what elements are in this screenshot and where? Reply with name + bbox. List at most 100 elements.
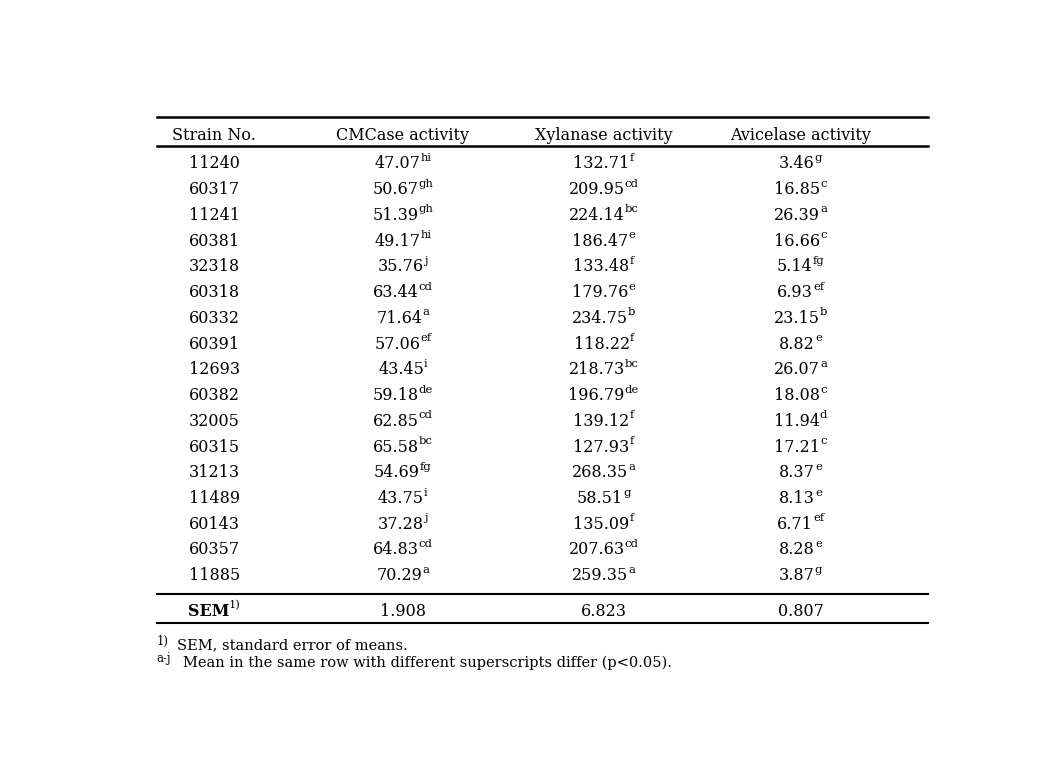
Text: 207.63: 207.63 — [568, 541, 625, 559]
Text: 8.37: 8.37 — [779, 464, 815, 481]
Text: 1): 1) — [157, 635, 169, 648]
Text: 234.75: 234.75 — [572, 310, 628, 327]
Text: cd: cd — [419, 410, 433, 420]
Text: Avicelase activity: Avicelase activity — [730, 127, 871, 144]
Text: 127.93: 127.93 — [573, 439, 630, 455]
Text: 57.06: 57.06 — [375, 335, 420, 353]
Text: 11241: 11241 — [188, 207, 240, 223]
Text: j: j — [424, 514, 427, 524]
Text: Strain No.: Strain No. — [172, 127, 256, 144]
Text: g: g — [815, 153, 822, 163]
Text: c: c — [820, 385, 826, 394]
Text: ef: ef — [813, 514, 824, 524]
Text: 43.75: 43.75 — [378, 490, 424, 507]
Text: a: a — [820, 359, 827, 369]
Text: 209.95: 209.95 — [568, 181, 625, 198]
Text: d: d — [820, 410, 827, 420]
Text: 8.28: 8.28 — [779, 541, 815, 559]
Text: 35.76: 35.76 — [378, 258, 424, 275]
Text: gh: gh — [419, 204, 434, 214]
Text: fg: fg — [420, 462, 432, 472]
Text: 51.39: 51.39 — [372, 207, 419, 223]
Text: 196.79: 196.79 — [568, 387, 624, 404]
Text: fg: fg — [813, 256, 824, 266]
Text: f: f — [630, 256, 634, 266]
Text: 60318: 60318 — [188, 284, 240, 301]
Text: 259.35: 259.35 — [572, 567, 628, 584]
Text: ef: ef — [420, 333, 432, 344]
Text: 60143: 60143 — [188, 516, 240, 533]
Text: 18.08: 18.08 — [774, 387, 820, 404]
Text: e: e — [815, 539, 822, 549]
Text: 71.64: 71.64 — [377, 310, 422, 327]
Text: 186.47: 186.47 — [572, 233, 628, 249]
Text: a: a — [628, 462, 635, 472]
Text: 64.83: 64.83 — [372, 541, 419, 559]
Text: SEM, standard error of means.: SEM, standard error of means. — [178, 638, 408, 652]
Text: 54.69: 54.69 — [373, 464, 420, 481]
Text: cd: cd — [419, 282, 433, 292]
Text: hi: hi — [420, 153, 432, 163]
Text: c: c — [820, 436, 826, 446]
Text: 218.73: 218.73 — [568, 361, 625, 378]
Text: 6.93: 6.93 — [777, 284, 813, 301]
Text: 43.45: 43.45 — [378, 361, 424, 378]
Text: 65.58: 65.58 — [372, 439, 419, 455]
Text: 6.823: 6.823 — [581, 603, 626, 619]
Text: 60382: 60382 — [188, 387, 240, 404]
Text: 1): 1) — [229, 600, 241, 610]
Text: 70.29: 70.29 — [377, 567, 422, 584]
Text: de: de — [624, 385, 639, 394]
Text: 135.09: 135.09 — [573, 516, 630, 533]
Text: 3.46: 3.46 — [779, 155, 815, 173]
Text: 62.85: 62.85 — [372, 413, 419, 429]
Text: 59.18: 59.18 — [372, 387, 419, 404]
Text: f: f — [630, 514, 634, 524]
Text: 179.76: 179.76 — [572, 284, 628, 301]
Text: Xylanase activity: Xylanase activity — [535, 127, 673, 144]
Text: 49.17: 49.17 — [375, 233, 420, 249]
Text: e: e — [815, 333, 822, 344]
Text: cd: cd — [419, 539, 433, 549]
Text: SEM: SEM — [187, 603, 229, 619]
Text: 268.35: 268.35 — [572, 464, 628, 481]
Text: 11489: 11489 — [188, 490, 240, 507]
Text: 16.66: 16.66 — [774, 233, 820, 249]
Text: 118.22: 118.22 — [573, 335, 630, 353]
Text: bc: bc — [625, 359, 639, 369]
Text: 11.94: 11.94 — [773, 413, 820, 429]
Text: 132.71: 132.71 — [573, 155, 630, 173]
Text: 6.71: 6.71 — [777, 516, 813, 533]
Text: 3.87: 3.87 — [779, 567, 815, 584]
Text: 8.82: 8.82 — [779, 335, 815, 353]
Text: 23.15: 23.15 — [773, 310, 820, 327]
Text: e: e — [628, 282, 636, 292]
Text: 16.85: 16.85 — [774, 181, 820, 198]
Text: 1.908: 1.908 — [380, 603, 425, 619]
Text: 60332: 60332 — [188, 310, 240, 327]
Text: j: j — [424, 256, 427, 266]
Text: CMCase activity: CMCase activity — [336, 127, 470, 144]
Text: bc: bc — [419, 436, 433, 446]
Text: 37.28: 37.28 — [378, 516, 424, 533]
Text: g: g — [815, 565, 822, 575]
Text: 50.67: 50.67 — [372, 181, 418, 198]
Text: e: e — [815, 462, 822, 472]
Text: i: i — [424, 488, 427, 498]
Text: a: a — [422, 565, 430, 575]
Text: c: c — [820, 230, 826, 240]
Text: c: c — [820, 179, 826, 188]
Text: 11885: 11885 — [188, 567, 240, 584]
Text: f: f — [630, 410, 634, 420]
Text: 26.07: 26.07 — [774, 361, 820, 378]
Text: 63.44: 63.44 — [372, 284, 419, 301]
Text: 0.807: 0.807 — [778, 603, 823, 619]
Text: 60317: 60317 — [188, 181, 240, 198]
Text: gh: gh — [418, 179, 434, 188]
Text: 60381: 60381 — [188, 233, 240, 249]
Text: g: g — [623, 488, 631, 498]
Text: 32005: 32005 — [188, 413, 240, 429]
Text: a: a — [628, 565, 635, 575]
Text: 58.51: 58.51 — [577, 490, 623, 507]
Text: i: i — [424, 359, 427, 369]
